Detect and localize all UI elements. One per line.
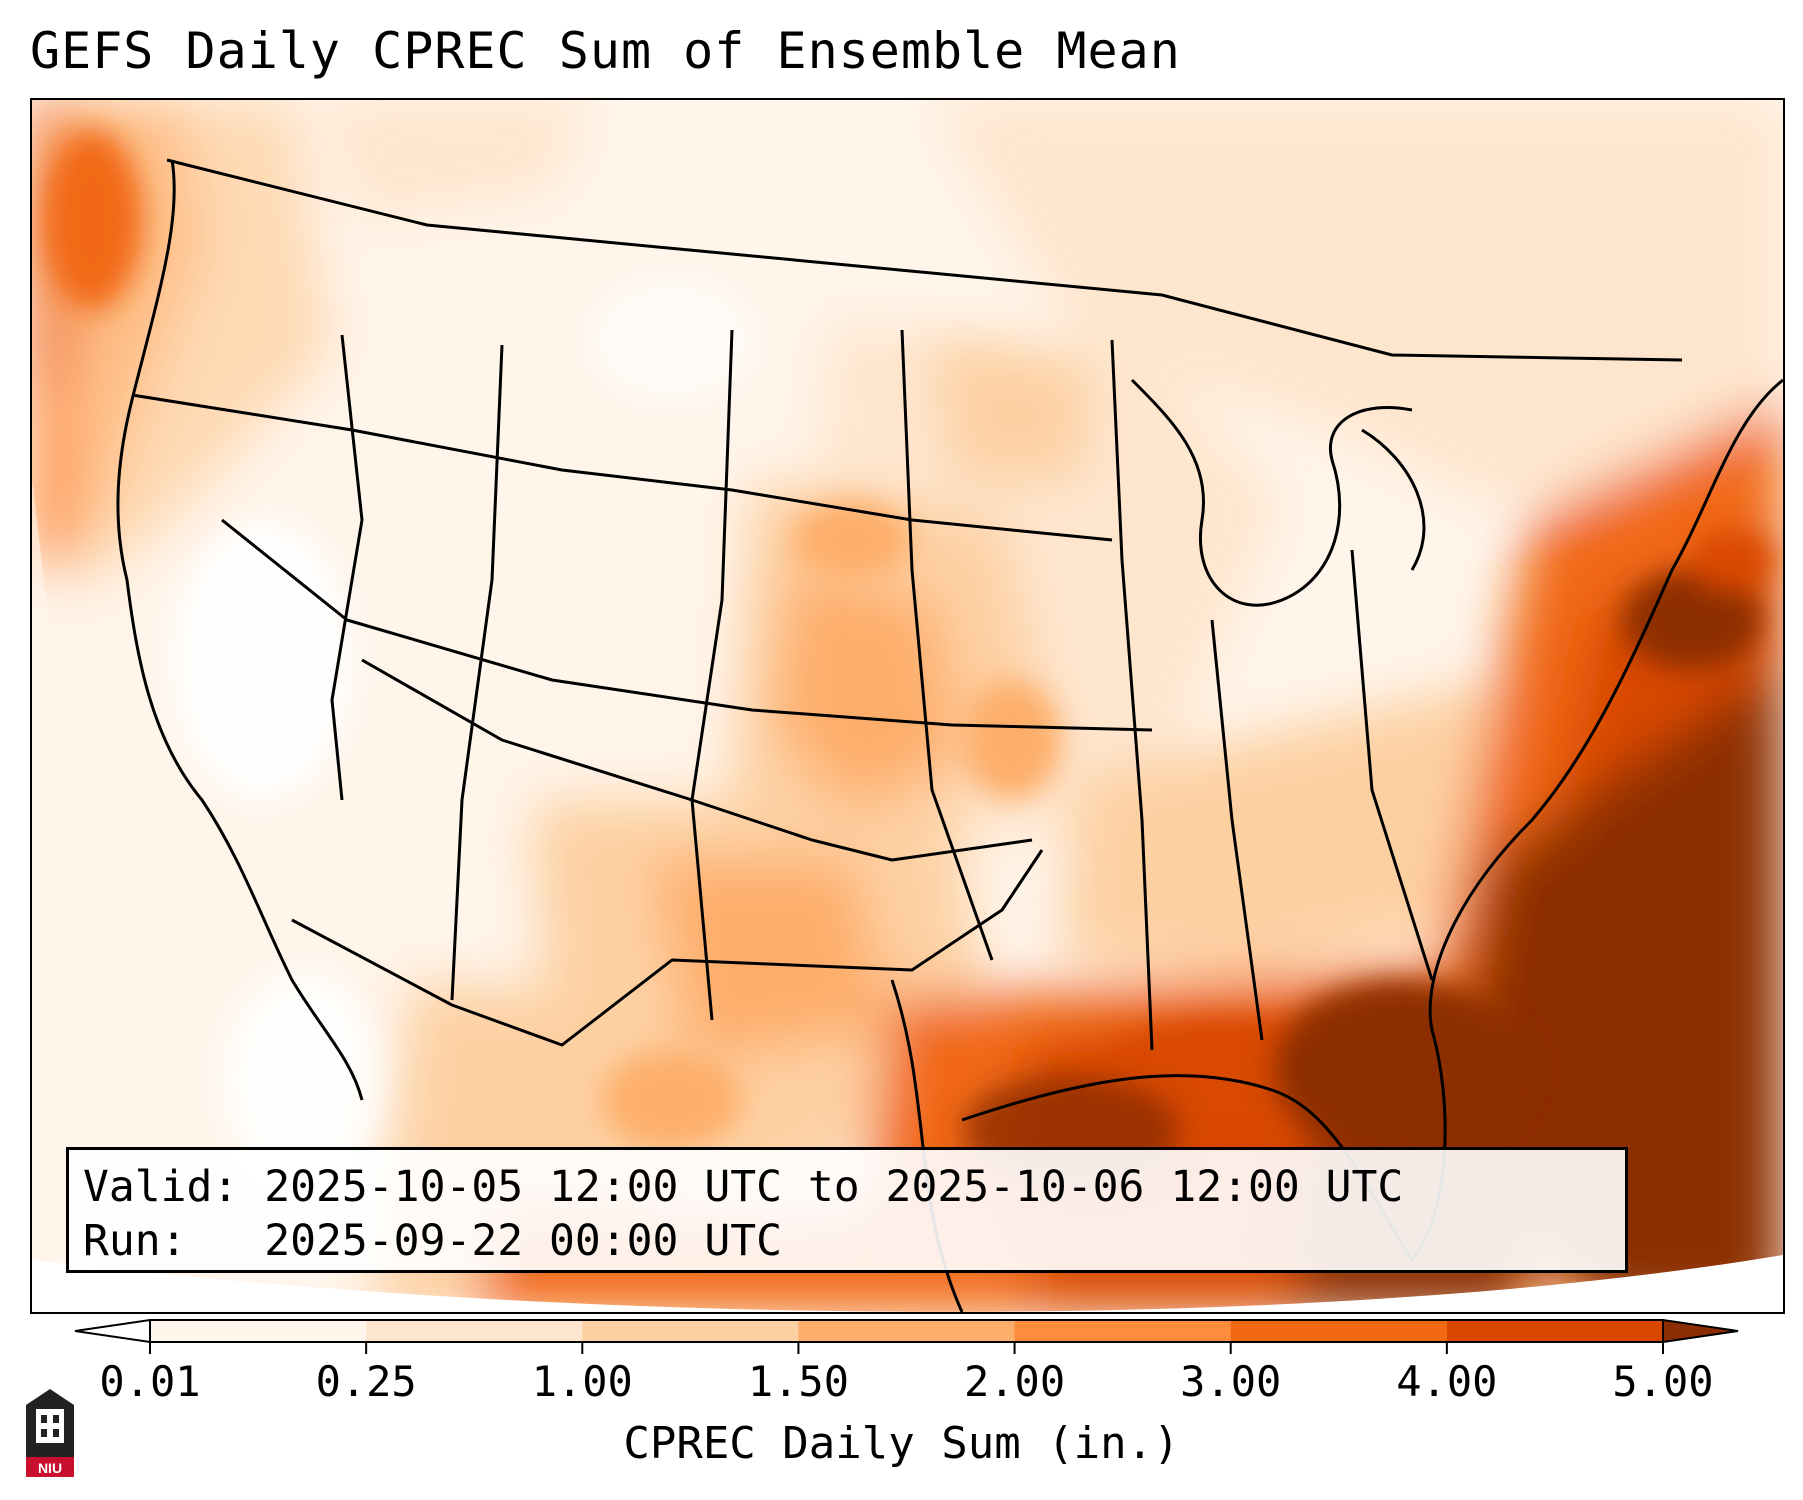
border-col-5	[1110, 339, 1154, 1051]
map-panel	[30, 98, 1785, 1314]
colorbar-label: CPREC Daily Sum (in.)	[623, 1418, 1180, 1469]
colorbar-extend-min	[74, 1318, 151, 1344]
border-col-1	[330, 334, 364, 801]
valid-label: Valid:	[83, 1162, 239, 1212]
great-lakes	[1130, 378, 1413, 607]
state-borders	[116, 158, 1783, 1312]
colorbar-segment	[1014, 1320, 1232, 1342]
colorbar-tick-label: 2.00	[963, 1357, 1066, 1406]
valid-run-info-box: Valid: 2025-10-05 12:00 UTC to 2025-10-0…	[66, 1147, 1628, 1273]
colorbar-tick-label: 1.50	[747, 1357, 849, 1406]
colorbar-tick-label: 5.00	[1612, 1357, 1714, 1406]
colorbar-tick-label: 0.25	[315, 1357, 417, 1406]
logo-text: NIU	[38, 1460, 62, 1476]
projection-edge-west	[32, 480, 70, 1260]
colorbar-tick-label: 0.01	[99, 1357, 201, 1406]
border-col-7	[1350, 549, 1434, 981]
border-col-3	[690, 329, 734, 1021]
map-svg	[32, 100, 1783, 1312]
colorbar-segment	[1446, 1320, 1664, 1342]
colorbar-segment	[798, 1320, 1016, 1342]
border-row-4	[291, 849, 1044, 1047]
border-col-4	[900, 329, 994, 961]
border-row-1	[131, 393, 1113, 542]
border-col-6	[1210, 619, 1264, 1041]
colorbar	[74, 1318, 1739, 1354]
projection-edge	[32, 1255, 1783, 1312]
colorbar-extend-max	[1662, 1318, 1739, 1344]
colorbar-ticks	[149, 1342, 1664, 1354]
colorbar-segments	[74, 1318, 1739, 1344]
border-row-2	[221, 518, 1153, 732]
colorbar-tick-label: 3.00	[1180, 1357, 1282, 1406]
gulf-atlantic-coast	[961, 378, 1783, 1262]
colorbar-frame	[149, 1319, 1664, 1343]
precip-field-detail	[42, 130, 1772, 1190]
border-row-3	[361, 658, 1033, 862]
west-coast	[116, 159, 364, 1101]
border-col-2	[450, 344, 504, 1001]
colorbar-tick-label: 1.00	[531, 1357, 633, 1406]
run-label: Run:	[83, 1216, 187, 1266]
colorbar-segment	[366, 1320, 583, 1342]
valid-value: 2025-10-05 12:00 UTC to 2025-10-06 12:00…	[264, 1162, 1404, 1212]
run-value: 2025-09-22 00:00 UTC	[264, 1216, 782, 1266]
run-row: Run: 2025-09-22 00:00 UTC	[83, 1214, 1611, 1268]
logo-tower-icon	[36, 1409, 64, 1443]
colorbar-segment	[1230, 1320, 1448, 1342]
valid-row: Valid: 2025-10-05 12:00 UTC to 2025-10-0…	[83, 1160, 1611, 1214]
colorbar-segment	[150, 1320, 367, 1342]
northern-border	[166, 158, 1683, 362]
lake-huron	[1361, 428, 1426, 571]
niu-logo: NIU	[26, 1389, 74, 1477]
colorbar-segment	[582, 1320, 799, 1342]
colorbar-tick-label: 4.00	[1396, 1357, 1498, 1406]
chart-title: GEFS Daily CPREC Sum of Ensemble Mean	[30, 22, 1181, 80]
